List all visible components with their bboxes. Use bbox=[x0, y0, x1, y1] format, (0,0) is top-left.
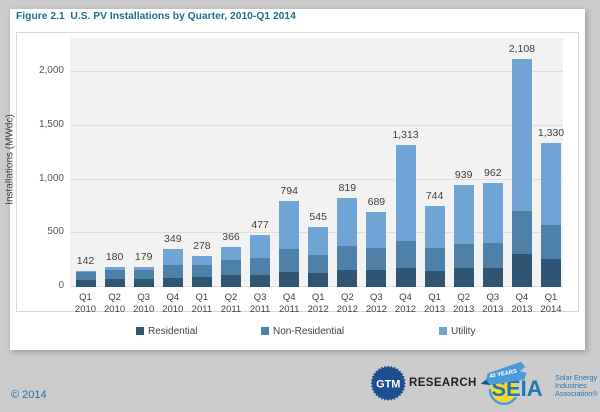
svg-text:RESEARCH: RESEARCH bbox=[409, 377, 477, 389]
svg-text:Association®: Association® bbox=[555, 389, 598, 398]
svg-text:GTM: GTM bbox=[376, 378, 400, 390]
